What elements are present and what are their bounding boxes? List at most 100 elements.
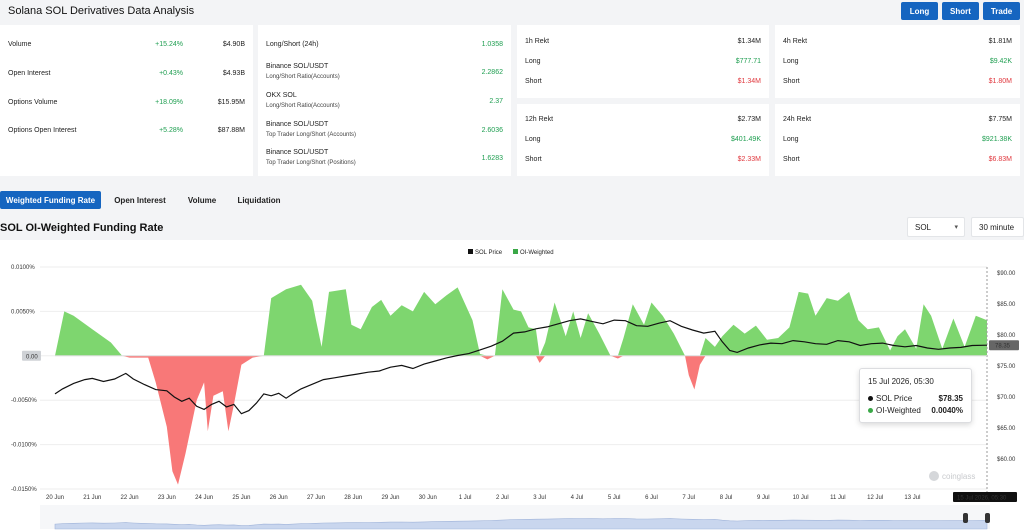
- x-tick-label: 6 Jul: [645, 495, 658, 501]
- rekt-long-value: $9.42K: [989, 58, 1012, 65]
- tab-liquidation[interactable]: Liquidation: [237, 195, 281, 205]
- stat-change: +18.09%: [155, 99, 183, 106]
- ratio-row: Binance SOL/USDT Top Trader Long/Short (…: [258, 149, 511, 171]
- oi-weighted-positive-area: [55, 284, 987, 356]
- range-navigator[interactable]: [40, 505, 990, 530]
- x-tick-label: 29 Jun: [382, 495, 400, 501]
- ratio-sublabel: Long/Short Ratio(Accounts): [266, 103, 340, 109]
- rekt-long-label: Long: [525, 58, 541, 65]
- x-tick-label: 7 Jul: [682, 495, 695, 501]
- coinglass-logo-icon: [929, 471, 939, 481]
- navigator-handle-right[interactable]: [985, 513, 990, 523]
- right-axis: $90.00 $85.00 $80.00 $75.00 $70.00 $65.00 $60.…: [989, 271, 1019, 463]
- legend-swatch: [468, 249, 473, 254]
- x-tick-label: 9 Jul: [757, 495, 770, 501]
- y-left-tick-label: -0.0100%: [11, 443, 37, 449]
- trade-button[interactable]: Trade: [983, 2, 1020, 20]
- ratio-row: Binance SOL/USDT Top Trader Long/Short (…: [258, 121, 511, 143]
- tab-volume[interactable]: Volume: [187, 195, 217, 205]
- rekt-card-24h: 24h Rekt $7.75M Long $921.38K Short $6.83M: [775, 104, 1020, 176]
- tooltip-price-value: $78.35: [938, 394, 963, 403]
- stat-label: Options Volume: [8, 99, 58, 106]
- rekt-short-label: Short: [525, 78, 542, 85]
- x-tick-label: 20 Jun: [46, 495, 64, 501]
- page-title: Solana SOL Derivatives Data Analysis: [8, 5, 195, 17]
- ratio-value: 2.37: [489, 98, 503, 105]
- stat-row-options-volume: Options Volume +18.09% $15.95M: [0, 99, 253, 111]
- x-tick-label: 25 Jun: [232, 495, 250, 501]
- ratio-label: OKX SOL: [266, 92, 297, 99]
- chevron-down-icon: ▾: [954, 224, 958, 231]
- y-right-tick-label: $60.00: [997, 457, 1016, 463]
- x-tick-label: 5 Jul: [608, 495, 621, 501]
- interval-select[interactable]: 30 minute: [971, 217, 1024, 237]
- long-button[interactable]: Long: [901, 2, 938, 20]
- stat-change: +5.28%: [159, 127, 183, 134]
- tab-weighted-funding-rate[interactable]: Weighted Funding Rate: [0, 191, 101, 209]
- rekt-short-label: Short: [783, 156, 800, 163]
- ratio-row: Long/Short (24h) 1.0358: [258, 41, 511, 53]
- tooltip-date: 15 Jul 2026, 05:30: [868, 377, 934, 386]
- zero-label: 0.00: [26, 354, 38, 360]
- ratio-label: Long/Short (24h): [266, 41, 319, 48]
- y-right-tick-label: $65.00: [997, 426, 1016, 432]
- rekt-short-value: $1.34M: [737, 78, 761, 85]
- rekt-long-label: Long: [525, 136, 541, 143]
- chart-legend[interactable]: SOL Price OI-Weighted: [468, 249, 554, 256]
- coin-select[interactable]: SOL ▾: [907, 217, 965, 237]
- funding-rate-chart[interactable]: 0.0100% 0.0050% -0.0050% -0.0100% -0.0150% 0.…: [0, 240, 1024, 531]
- stat-value: $4.90B: [222, 41, 245, 48]
- legend-item-label: SOL Price: [475, 250, 503, 256]
- x-tick-label: 4 Jul: [571, 495, 584, 501]
- x-tick-label: 23 Jun: [158, 495, 176, 501]
- chart-tooltip: 15 Jul 2026, 05:30 SOL Price $78.35 OI-W…: [859, 368, 972, 423]
- stat-change: +0.43%: [159, 70, 183, 77]
- stat-row-volume: Volume +15.24% $4.90B: [0, 41, 253, 53]
- ratio-sublabel: Long/Short Ratio(Accounts): [266, 74, 340, 80]
- x-tick-label: 13 Jul: [904, 495, 920, 501]
- tooltip-price-row: SOL Price $78.35: [868, 394, 963, 403]
- price-dot-icon: [868, 396, 873, 402]
- rekt-total: $2.73M: [737, 116, 761, 123]
- stat-row-open-interest: Open Interest +0.43% $4.93B: [0, 70, 253, 82]
- coinglass-watermark: coinglass: [929, 471, 975, 481]
- y-right-tick-label: $80.00: [997, 333, 1016, 339]
- tab-open-interest[interactable]: Open Interest: [114, 195, 166, 205]
- rekt-title: 4h Rekt: [783, 38, 808, 45]
- navigator-series: [54, 518, 988, 530]
- x-axis: 20 Jun 21 Jun 22 Jun 23 Jun 24 Jun 25 Jun 26 J…: [46, 492, 1017, 502]
- ratio-value: 2.6036: [481, 127, 503, 134]
- rekt-title: 12h Rekt: [525, 116, 554, 123]
- crosshair-date-label: 15 Jul 2026, 05:30: [957, 496, 1007, 502]
- rekt-short-value: $6.83M: [988, 156, 1012, 163]
- ratio-value: 2.2862: [481, 69, 503, 76]
- current-price-box: [989, 340, 1019, 351]
- rekt-long-label: Long: [783, 58, 799, 65]
- y-left-tick-label: -0.0150%: [11, 487, 37, 493]
- stat-value: $87.88M: [217, 127, 245, 134]
- crosshair-date-box: [953, 492, 1017, 502]
- ratio-label: Binance SOL/USDT: [266, 63, 329, 70]
- stat-value: $15.95M: [217, 99, 245, 106]
- rekt-short-label: Short: [525, 156, 542, 163]
- y-left-tick-label: -0.0050%: [11, 398, 37, 404]
- x-tick-label: 1 Jul: [459, 495, 472, 501]
- coinglass-logo-text: coinglass: [942, 472, 975, 481]
- stat-row-options-open-interest: Options Open Interest +5.28% $87.88M: [0, 127, 253, 139]
- ratio-value: 1.6283: [481, 155, 503, 162]
- stat-label: Open Interest: [8, 70, 51, 77]
- rekt-title: 24h Rekt: [783, 116, 812, 123]
- legend-item-label: OI-Weighted: [520, 250, 554, 256]
- rekt-card-4h: 4h Rekt $1.81M Long $9.42K Short $1.80M: [775, 25, 1020, 98]
- x-tick-label: 21 Jun: [83, 495, 101, 501]
- left-axis: 0.0100% 0.0050% -0.0050% -0.0100% -0.0150% 0.…: [11, 265, 41, 493]
- navigator-handle-left[interactable]: [963, 513, 968, 523]
- y-right-tick-label: $85.00: [997, 302, 1016, 308]
- rate-dot-icon: [868, 408, 873, 414]
- x-tick-label: 10 Jul: [793, 495, 809, 501]
- ratio-label: Binance SOL/USDT: [266, 121, 329, 128]
- ratio-row: OKX SOL Long/Short Ratio(Accounts) 2.37: [258, 92, 511, 114]
- x-tick-label: 24 Jun: [195, 495, 213, 501]
- y-left-tick-label: 0.0050%: [11, 309, 35, 315]
- short-button[interactable]: Short: [942, 2, 979, 20]
